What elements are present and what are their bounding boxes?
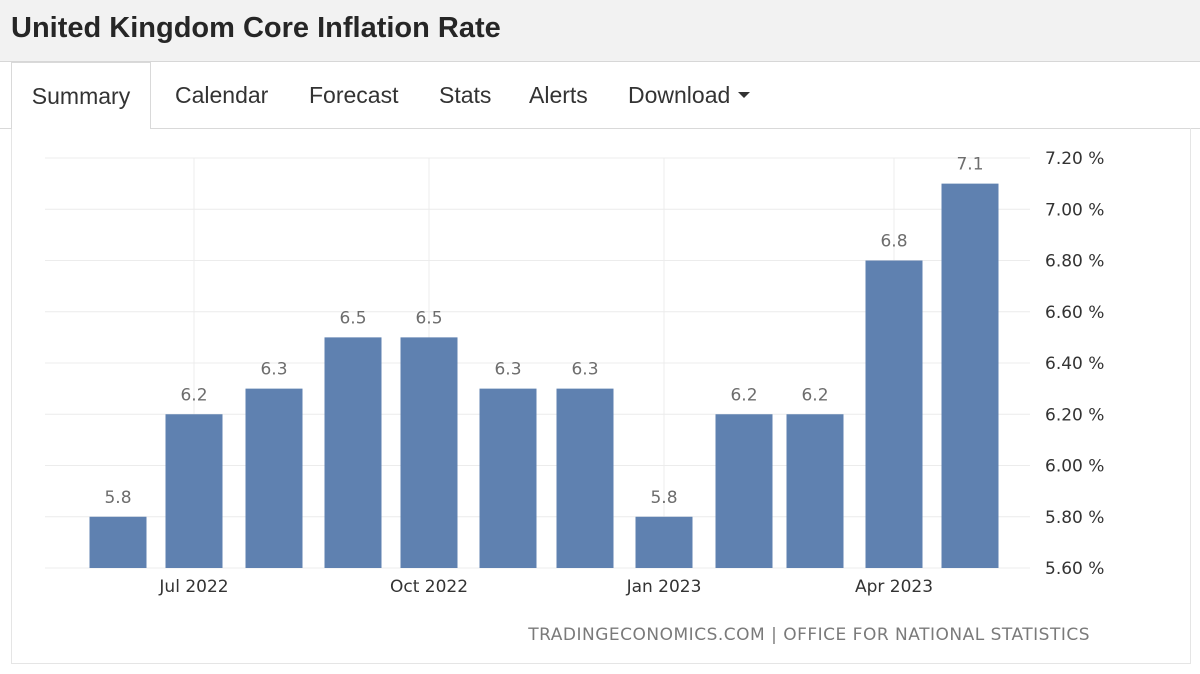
- x-tick-label: Oct 2022: [390, 577, 468, 597]
- bar-value-label: 6.2: [730, 385, 757, 405]
- tab-download-label: Download: [628, 82, 731, 108]
- tab-calendar[interactable]: Calendar: [175, 82, 269, 108]
- bar-value-label: 7.1: [956, 155, 983, 175]
- y-tick-label: 6.40 %: [1045, 354, 1104, 374]
- axis-layer: 7.20 % 7.00 % 6.80 % 6.60 % 6.40 % 6.20 % 6.00…: [158, 149, 1104, 597]
- bar-value-label: 6.5: [339, 308, 366, 328]
- tab-summary[interactable]: Summary: [11, 62, 151, 129]
- caret-down-icon: [738, 91, 751, 98]
- bar-value-label: 6.2: [801, 385, 828, 405]
- y-tick-label: 6.20 %: [1045, 405, 1104, 425]
- y-tick-label: 7.00 %: [1045, 200, 1104, 220]
- tab-stats[interactable]: Stats: [439, 82, 492, 108]
- x-tick-label: Jul 2022: [158, 577, 228, 597]
- bar[interactable]: [165, 414, 223, 568]
- bar-value-label: 6.2: [180, 385, 207, 405]
- tab-forecast[interactable]: Forecast: [309, 82, 399, 108]
- bar[interactable]: [400, 337, 458, 568]
- chart-panel: [11, 128, 1191, 664]
- bar-value-label: 5.8: [650, 488, 677, 508]
- label-layer: 5.8 6.2 6.3 6.5 6.5 6.3 6.3 5.8 6.2 6.2 6.8 7.1: [104, 155, 983, 508]
- tab-bar-divider: [0, 128, 1200, 129]
- y-tick-label: 6.00 %: [1045, 457, 1104, 477]
- bar-value-label: 6.3: [571, 360, 598, 380]
- page-title: United Kingdom Core Inflation Rate: [11, 12, 501, 44]
- bar-value-label: 6.8: [880, 232, 907, 252]
- bar[interactable]: [715, 414, 773, 568]
- bar[interactable]: [941, 183, 999, 568]
- bar[interactable]: [89, 516, 147, 568]
- bar[interactable]: [324, 337, 382, 568]
- tab-alerts[interactable]: Alerts: [529, 82, 588, 108]
- tab-download[interactable]: Download: [628, 62, 751, 128]
- bar-value-label: 6.3: [260, 360, 287, 380]
- bar-value-label: 5.8: [104, 488, 131, 508]
- bar[interactable]: [556, 388, 614, 568]
- bar-value-label: 6.3: [494, 360, 521, 380]
- bar[interactable]: [865, 260, 923, 569]
- y-tick-label: 5.80 %: [1045, 508, 1104, 528]
- y-tick-label: 5.60 %: [1045, 559, 1104, 579]
- page-header: United Kingdom Core Inflation Rate: [0, 0, 1200, 62]
- y-tick-label: 6.80 %: [1045, 252, 1104, 272]
- bar[interactable]: [479, 388, 537, 568]
- x-tick-label: Jan 2023: [626, 577, 702, 597]
- bar[interactable]: [786, 414, 844, 568]
- x-tick-label: Apr 2023: [855, 577, 933, 597]
- tab-bar: Summary Calendar Forecast Stats Alerts D…: [0, 62, 1200, 129]
- bar[interactable]: [245, 388, 303, 568]
- y-tick-label: 6.60 %: [1045, 303, 1104, 323]
- bar-layer: [89, 183, 999, 569]
- source-note: TRADINGECONOMICS.COM | OFFICE FOR NATION…: [527, 625, 1090, 645]
- bar[interactable]: [635, 516, 693, 568]
- bar-value-label: 6.5: [415, 308, 442, 328]
- y-tick-label: 7.20 %: [1045, 149, 1104, 169]
